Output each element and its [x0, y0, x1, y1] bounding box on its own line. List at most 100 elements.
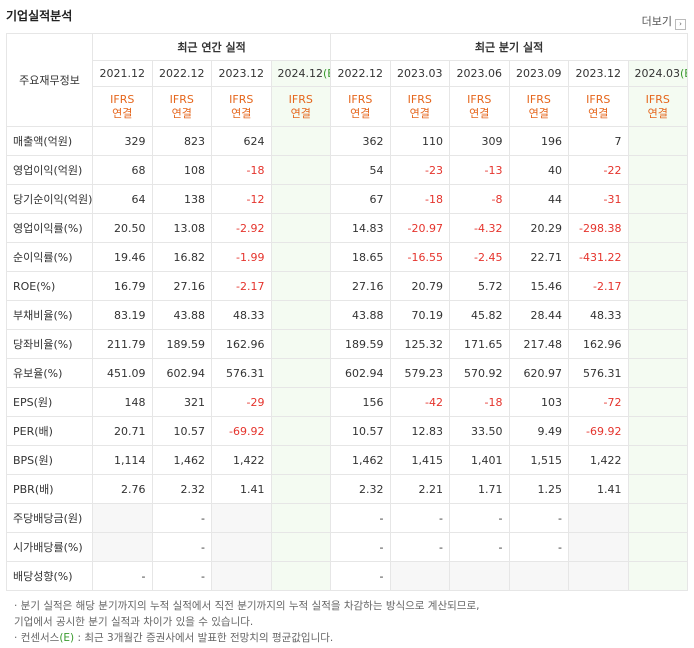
value-cell: 1,462 [330, 445, 391, 475]
value-cell: 13.08 [151, 213, 212, 243]
value-cell: 83.19 [92, 300, 153, 330]
more-icon[interactable]: › [675, 19, 686, 30]
value-cell: -23 [389, 155, 451, 185]
more-link[interactable]: 더보기 › [642, 13, 686, 30]
group-header: 최근 연간 실적 [91, 33, 332, 61]
value-cell [92, 503, 153, 533]
value-cell: 7 [568, 126, 629, 156]
row-label: 매출액(억원) [6, 126, 93, 156]
row-label: 순이익률(%) [6, 242, 93, 272]
value-cell [627, 358, 689, 388]
row-label: 부채비율(%) [6, 300, 93, 330]
standard-header: IFRS 연결 [389, 86, 451, 127]
standard: 연결 [350, 106, 371, 120]
data-row: 당좌비율(%) 211.79 189.59 162.96 189.59 125.32 171… [6, 329, 689, 359]
value-cell: 15.46 [508, 271, 570, 301]
period-header: 2022.12 [330, 60, 391, 87]
value-cell [627, 416, 689, 446]
header-row: 주요재무정보 최근 연간 실적 최근 분기 실적 [6, 33, 689, 127]
value-cell [568, 561, 629, 591]
standard: IFRS [348, 92, 373, 106]
value-cell: - [151, 532, 212, 562]
value-cell: 138 [151, 184, 212, 214]
header-row: 2021.12 2022.12 2023.12 2024.12(E) 2022.12 20… [7, 60, 689, 87]
value-cell [270, 184, 332, 214]
value-cell: -31 [568, 184, 629, 214]
value-cell [389, 561, 451, 591]
header-row: IFRS 연결 IFRS 연결 IFRS 연결 IFRS 연결 IFRS 연결 IFRS 연결 IFRS… [7, 86, 689, 127]
estimate-mark: (E) [323, 67, 330, 80]
value-cell: -69.92 [568, 416, 629, 446]
value-cell [627, 445, 689, 475]
value-cell: 45.82 [449, 300, 510, 330]
value-cell: 10.57 [151, 416, 212, 446]
standard: IFRS [526, 92, 551, 106]
standard-header: IFRS 연결 [270, 86, 332, 127]
value-cell [270, 271, 332, 301]
note-part: 컨센서스 [20, 632, 60, 644]
section-title: 기업실적분석 [6, 9, 73, 23]
value-cell: 162.96 [211, 329, 272, 359]
value-cell: 48.33 [211, 300, 272, 330]
standard: IFRS [110, 92, 135, 106]
row-label: 배당성향(%) [6, 561, 93, 591]
value-cell: -18 [211, 155, 272, 185]
data-row: 유보율(%) 451.09 602.94 576.31 602.94 579.23 570.… [6, 358, 689, 388]
data-row: EPS(원) 148 321 -29 156 -42 -18 103 -72 [6, 387, 689, 417]
row-label: 영업이익률(%) [6, 213, 93, 243]
value-cell: 54 [330, 155, 391, 185]
value-cell: 362 [330, 126, 391, 156]
value-cell: 27.16 [151, 271, 212, 301]
value-cell [270, 300, 332, 330]
value-cell: 12.83 [389, 416, 451, 446]
period: 2022.12 [337, 67, 384, 80]
value-cell [627, 387, 689, 417]
note-line: 기업에서 공시한 분기 실적과 차이가 있을 수 있습니다. [14, 616, 254, 628]
standard: IFRS [288, 92, 313, 106]
value-cell: 576.31 [568, 358, 629, 388]
value-cell [270, 503, 332, 533]
performance-table: 주요재무정보 최근 연간 실적 최근 분기 실적 2021.12 2022.12 2023… [6, 33, 689, 591]
value-cell: -18 [389, 184, 451, 214]
standard-header: IFRS 연결 [568, 86, 629, 127]
value-cell: -298.38 [568, 213, 629, 243]
value-cell [627, 271, 689, 301]
value-cell: - [449, 503, 510, 533]
period: 2021.12 [99, 67, 146, 80]
period: 2024.12 [277, 67, 324, 80]
value-cell: 570.92 [449, 358, 510, 388]
value-cell: 2.76 [92, 474, 153, 504]
value-cell: -72 [568, 387, 629, 417]
value-cell: 68 [92, 155, 153, 185]
value-cell: - [330, 503, 391, 533]
value-cell: 156 [330, 387, 391, 417]
data-row: 당기순이익(억원) 64 138 -12 67 -18 -8 44 -31 [6, 184, 689, 214]
period: 2022.12 [159, 67, 205, 80]
data-row: PER(배) 20.71 10.57 -69.92 10.57 12.83 33.50 9.4… [6, 416, 689, 446]
value-cell [627, 561, 689, 591]
value-cell: 27.16 [330, 271, 391, 301]
value-cell: 44 [508, 184, 570, 214]
value-cell: -431.22 [568, 242, 629, 272]
standard: 연결 [290, 106, 311, 120]
value-cell [627, 126, 689, 156]
note-part: : 최근 3개월간 증권사에서 발표한 전망치의 평균값입니다. [74, 632, 334, 644]
row-label: EPS(원) [6, 387, 93, 417]
data-row: 배당성향(%) - - - [6, 561, 689, 591]
value-cell: -42 [389, 387, 451, 417]
standard: IFRS [645, 92, 670, 106]
value-cell: - [508, 532, 570, 562]
data-row: 매출액(억원) 329 823 624 362 110 309 196 7 [6, 126, 689, 156]
value-cell: 2.21 [389, 474, 451, 504]
value-cell [270, 242, 332, 272]
period-header: 2024.12(E) [270, 60, 332, 87]
value-cell: -18 [449, 387, 510, 417]
period: 2023.12 [575, 67, 622, 80]
more-text[interactable]: 더보기 [641, 15, 672, 28]
value-cell: - [449, 532, 510, 562]
standard: 연결 [231, 106, 252, 120]
value-cell: 1,422 [568, 445, 629, 475]
value-cell [270, 387, 332, 417]
value-cell: 18.65 [330, 242, 391, 272]
value-cell: 108 [151, 155, 212, 185]
